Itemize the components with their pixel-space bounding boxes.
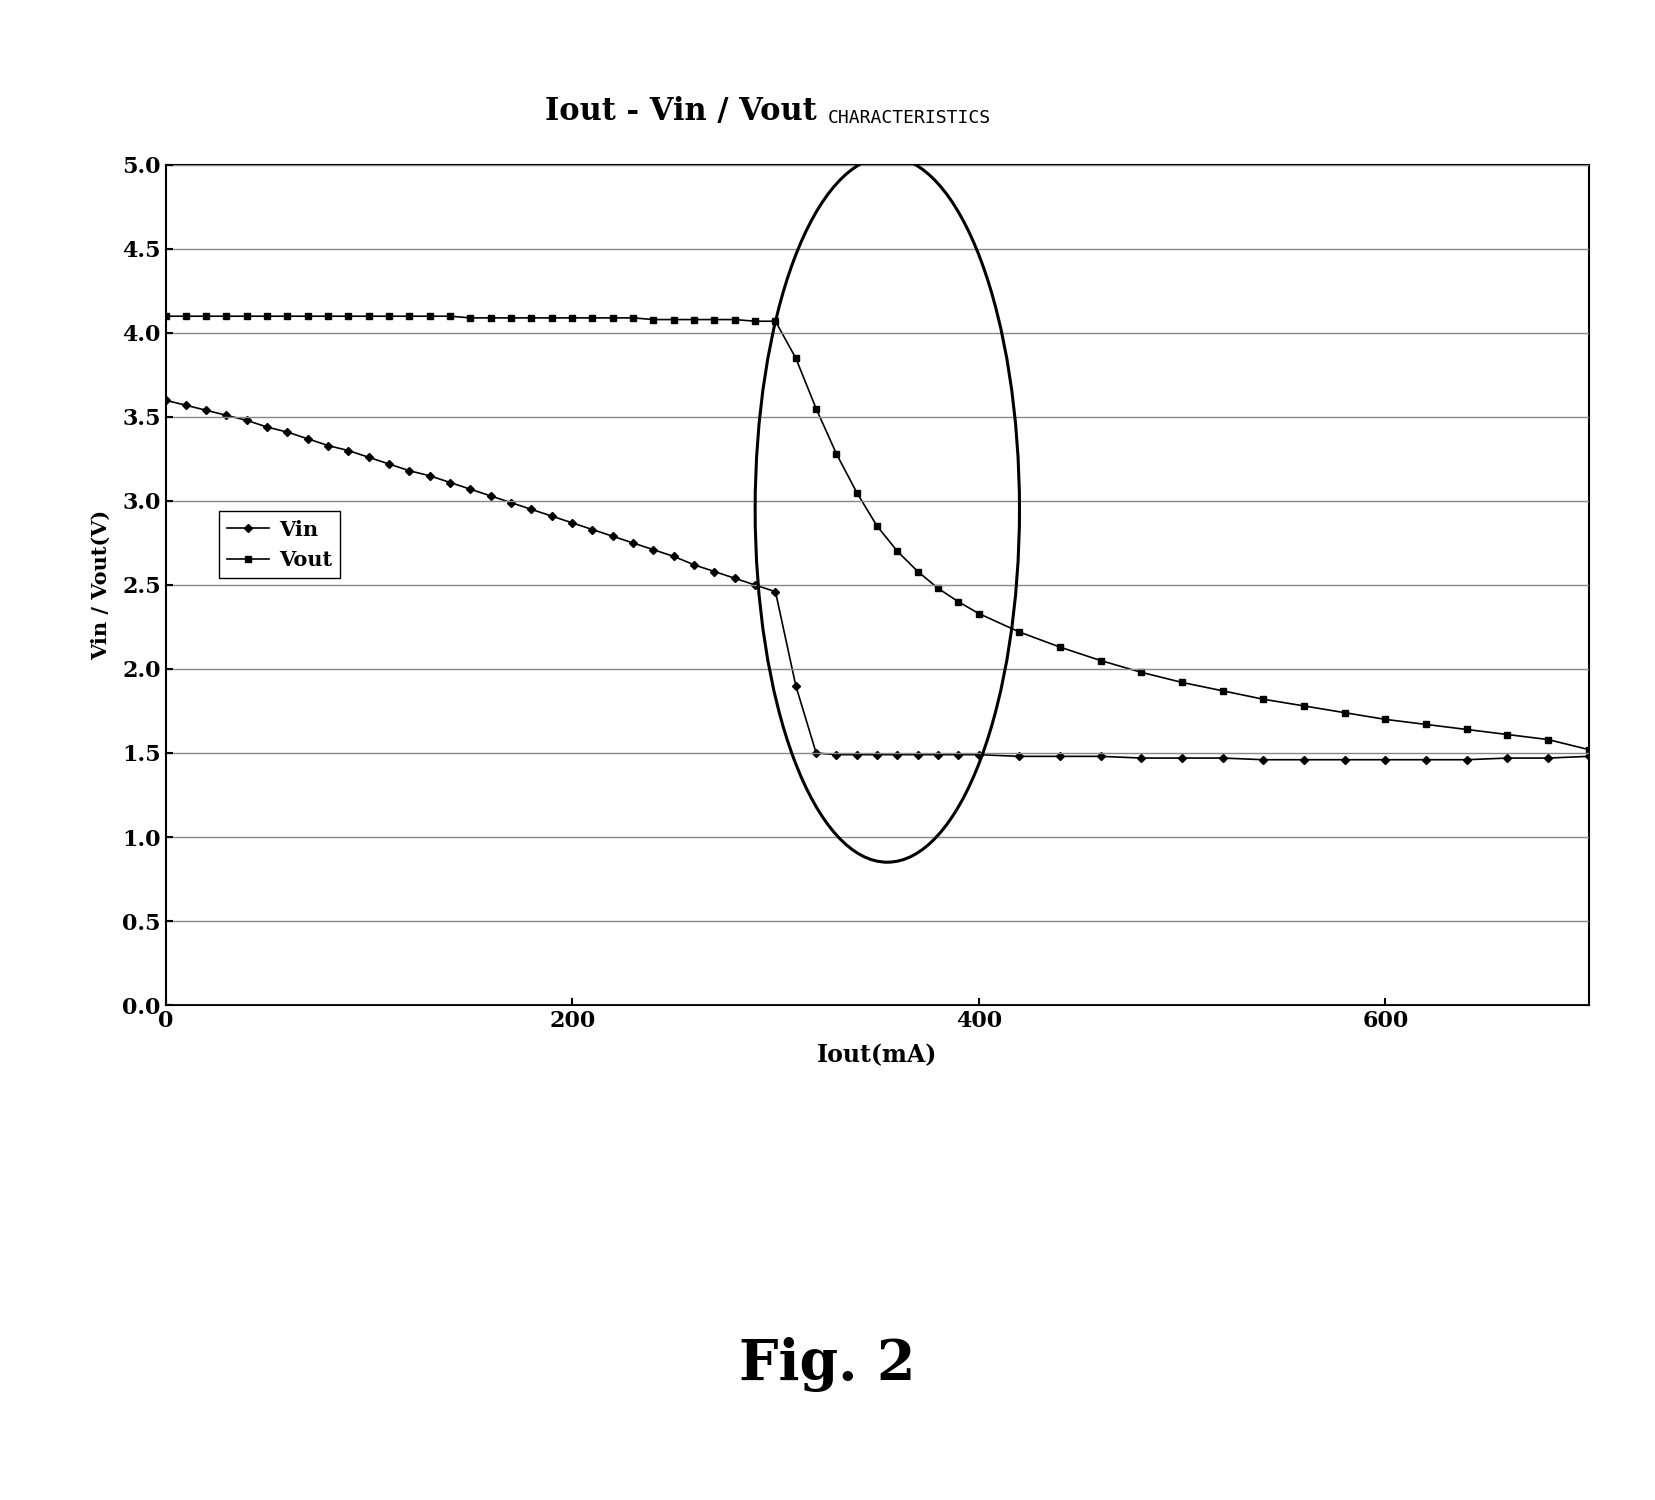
Vin bbox=[175, 396, 195, 414]
Text: Iout - Vin / Vout: Iout - Vin / Vout bbox=[544, 96, 828, 128]
Vout bbox=[887, 543, 907, 561]
Vin bbox=[887, 746, 907, 764]
Line: Vout: Vout bbox=[162, 312, 1592, 753]
Vin bbox=[563, 514, 583, 532]
Vin bbox=[1051, 747, 1071, 765]
Line: Vin: Vin bbox=[162, 398, 1592, 762]
Vout bbox=[175, 308, 195, 326]
Vout bbox=[156, 308, 175, 326]
Vout bbox=[847, 483, 867, 501]
Vin bbox=[1253, 750, 1273, 768]
Vout bbox=[563, 309, 583, 327]
Text: Fig. 2: Fig. 2 bbox=[740, 1338, 915, 1392]
Vin bbox=[1579, 747, 1599, 765]
Y-axis label: Vin / Vout(V): Vin / Vout(V) bbox=[91, 510, 111, 660]
Legend: Vin, Vout: Vin, Vout bbox=[218, 512, 341, 579]
Vout bbox=[1051, 638, 1071, 656]
Vout bbox=[1579, 741, 1599, 759]
Vin bbox=[156, 392, 175, 410]
Text: CHARACTERISTICS: CHARACTERISTICS bbox=[828, 110, 991, 128]
Vin bbox=[786, 676, 806, 694]
Vout bbox=[786, 350, 806, 368]
Vin bbox=[847, 746, 867, 764]
X-axis label: Iout(mA): Iout(mA) bbox=[818, 1042, 937, 1066]
